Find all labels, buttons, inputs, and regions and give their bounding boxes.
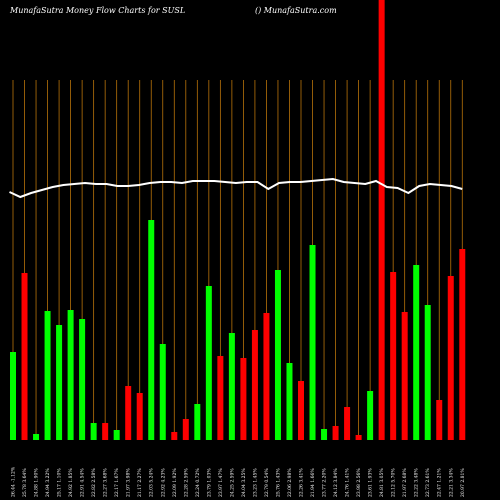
bar [459, 249, 466, 440]
x-tick-label: 22.22 3.48% [414, 468, 420, 497]
bar [367, 391, 374, 440]
bar [159, 344, 166, 440]
x-tick-label: 22.47 1.21% [437, 468, 443, 497]
x-tick-label: 24.92 1.85% [68, 468, 74, 497]
chart-subtitle: () MunafaSutra.com [255, 6, 337, 15]
x-tick-label: 22.82 2.58% [91, 468, 97, 497]
x-tick-label: 23.98 2.56% [356, 468, 362, 497]
x-tick-label: 21.97 3.98% [126, 468, 132, 497]
bar [21, 273, 28, 440]
bar [205, 286, 212, 440]
x-tick-label: 26.44 -1.12% [11, 466, 17, 497]
bar [321, 429, 328, 440]
bar [171, 432, 178, 440]
chart-title: MunafaSutra Money Flow Charts for SUSL [9, 6, 185, 15]
bar [33, 434, 40, 440]
x-tick-label: 22.28 2.59% [183, 468, 189, 497]
x-tick-label: 24.81 3.05% [379, 468, 385, 497]
bar [136, 393, 143, 440]
bar [228, 333, 235, 440]
bar [286, 363, 293, 440]
bar [298, 381, 304, 440]
bar [309, 245, 316, 440]
x-tick-label: 25.76 1.43% [275, 468, 281, 497]
x-tick-label: 23.23 1.45% [252, 468, 258, 497]
bar [102, 423, 109, 440]
x-tick-label: 22.17 1.67% [114, 468, 120, 497]
x-tick-label: 24.88 1.90% [34, 468, 40, 497]
x-tick-label: 23.77 2.20% [322, 468, 328, 497]
bar [217, 356, 224, 440]
x-tick-label: 22.73 2.61% [425, 468, 431, 497]
x-tick-label: 21.17 2.27% [137, 468, 143, 497]
x-tick-label: 24.94 3.22% [45, 468, 51, 497]
x-tick-label: 24.25 2.59% [229, 468, 235, 497]
bar [113, 430, 120, 440]
x-tick-label: 22.21 3.34% [448, 468, 454, 497]
x-tick-label: 23.79 1.03% [206, 468, 212, 497]
bar [447, 276, 454, 440]
x-tick-label: 22.27 3.68% [103, 468, 109, 497]
x-tick-label: 22.12 5.70% [391, 468, 397, 497]
bar [424, 305, 431, 440]
x-tick-label: 22.06 2.98% [287, 468, 293, 497]
bar [378, 0, 385, 440]
bar [90, 423, 97, 440]
x-tick-label: 22.92 4.23% [160, 468, 166, 497]
x-tick-label: 24.04 3.25% [241, 468, 247, 497]
x-tick-label: 25.78 3.64% [22, 468, 28, 497]
bar [332, 426, 339, 440]
x-tick-label: 23.97 1.47% [218, 468, 224, 497]
bar [44, 311, 51, 440]
bar [10, 352, 16, 440]
x-tick-label: 22.24 0.72% [195, 468, 201, 497]
bar [344, 407, 351, 440]
bar [56, 325, 63, 440]
price-line [9, 177, 463, 199]
x-tick-label: 22.79 0.54% [264, 468, 270, 497]
x-tick-label: 22.09 1.92% [172, 468, 178, 497]
bar [263, 313, 270, 440]
bar [390, 272, 397, 440]
bar [274, 270, 281, 440]
x-tick-label: 22.26 3.41% [299, 468, 305, 497]
bar [401, 312, 408, 440]
x-tick-label: 22.91 4.54% [80, 468, 86, 497]
bar [79, 319, 86, 440]
bar [240, 358, 247, 440]
bar [148, 220, 155, 440]
bar [251, 330, 258, 440]
bar [194, 404, 201, 440]
x-tick-label: 22.03 5.24% [149, 468, 155, 497]
bar [182, 419, 189, 440]
x-tick-label: 21.97 2.68% [402, 468, 408, 497]
bar [436, 400, 443, 440]
bar [67, 310, 74, 440]
bar [125, 386, 132, 440]
x-tick-label: 24.12 3.84% [333, 468, 339, 497]
x-tick-label: 23.61 1.93% [368, 468, 374, 497]
x-tick-label: 20.97 2.81% [460, 468, 466, 497]
bar [355, 435, 362, 440]
x-tick-label: 21.94 1.66% [310, 468, 316, 497]
x-tick-label: 24.76 1.41% [345, 468, 351, 497]
x-tick-label: 25.17 1.10% [57, 468, 63, 497]
bar [413, 265, 420, 440]
